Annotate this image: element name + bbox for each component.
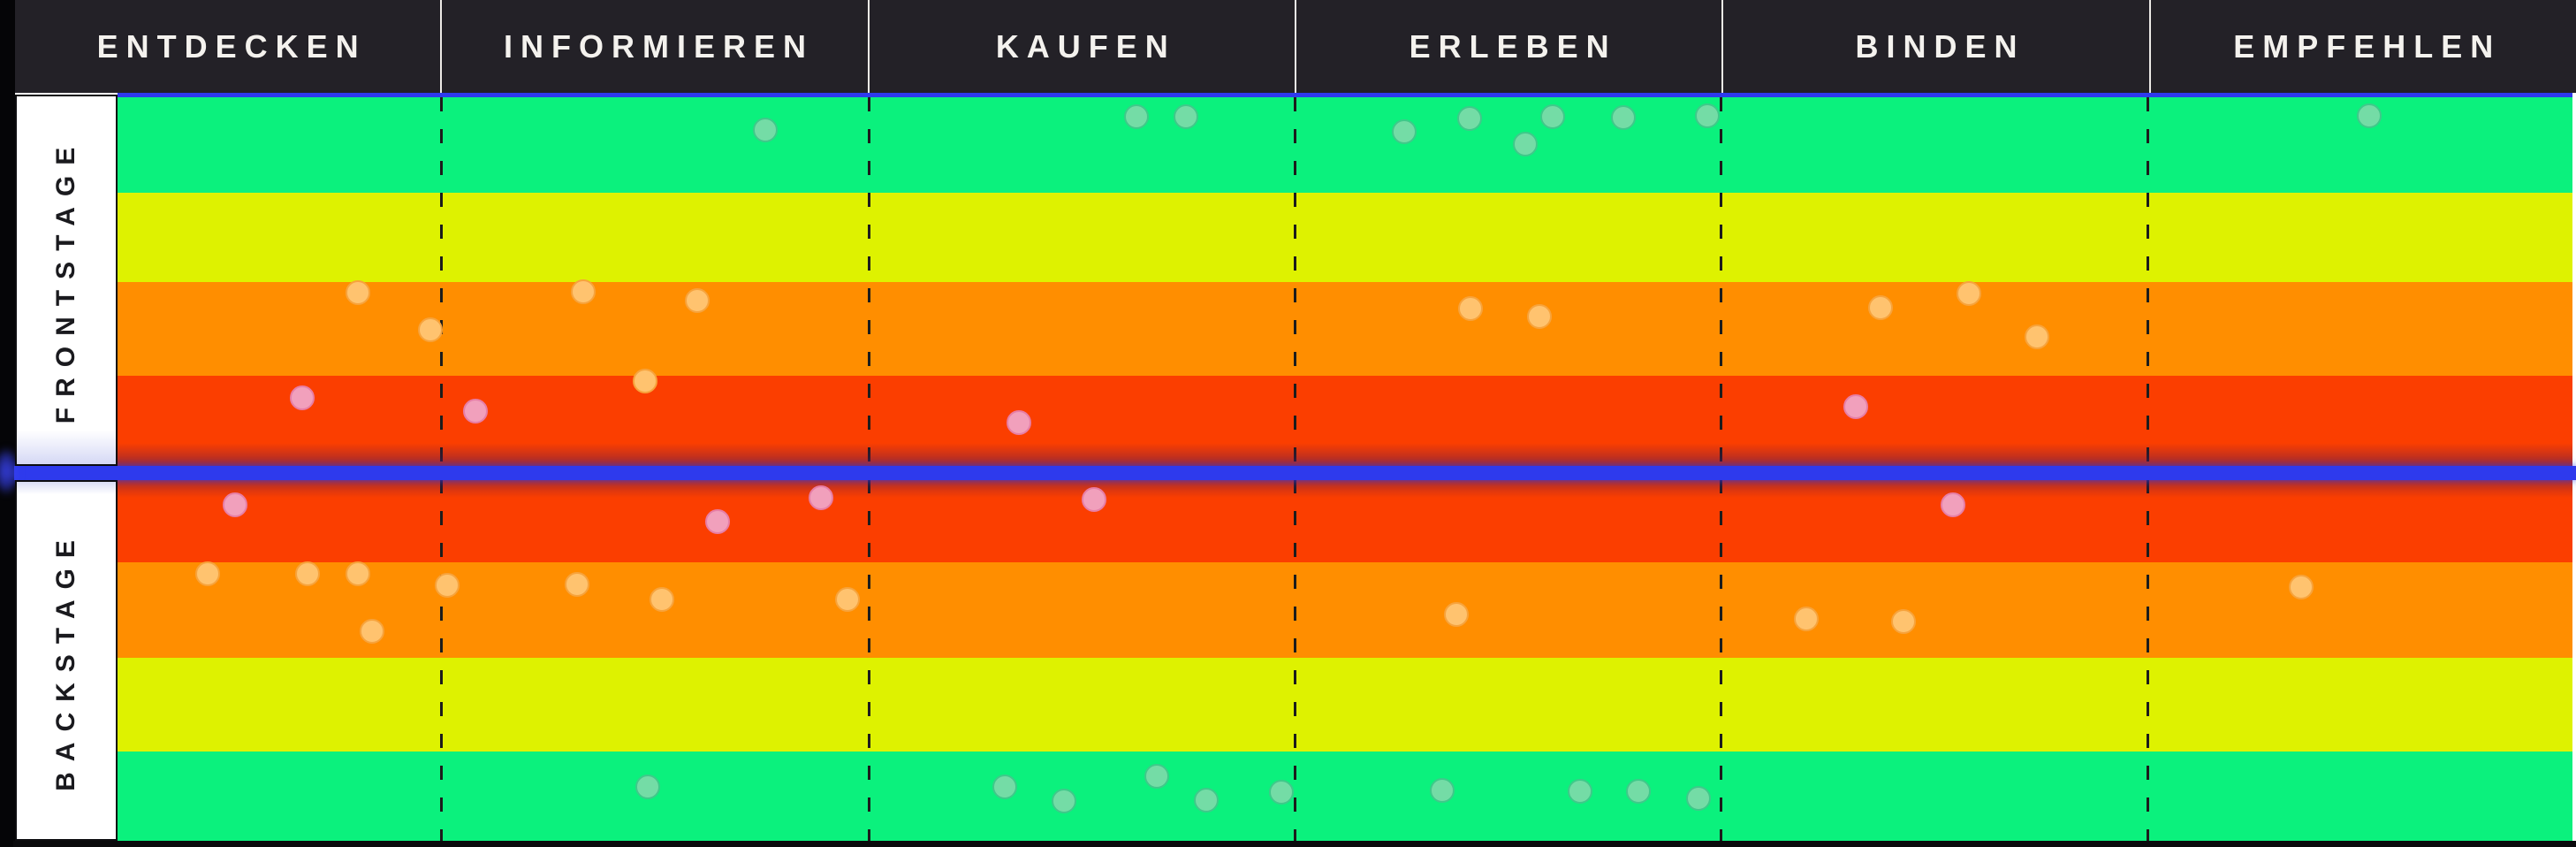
touchpoint-dot-green [1052, 789, 1076, 813]
touchpoint-dot-orange [650, 587, 674, 612]
touchpoint-dot-pink [705, 509, 730, 534]
touchpoint-dot-orange [418, 317, 443, 342]
line-of-visibility-left-marker [0, 447, 19, 495]
stage-header-label: INFORMIEREN [503, 27, 814, 65]
bottom-border [13, 841, 2576, 847]
touchpoint-dot-orange [1458, 296, 1483, 321]
stage-header-label: ERLEBEN [1409, 27, 1617, 65]
touchpoint-dot-orange [633, 369, 657, 393]
touchpoint-dot-orange [435, 573, 460, 598]
touchpoint-dot-pink [290, 385, 315, 410]
touchpoint-dot-green [635, 775, 660, 799]
stage-header-label: KAUFEN [995, 27, 1176, 65]
touchpoint-dot-orange [835, 587, 860, 612]
touchpoint-dot-pink [1007, 410, 1031, 435]
touchpoint-dot-orange [1527, 304, 1552, 329]
touchpoint-dot-orange [195, 561, 220, 586]
touchpoint-dot-orange [2025, 324, 2049, 349]
touchpoint-dot-green [992, 775, 1017, 799]
touchpoint-dot-green [2357, 103, 2382, 128]
touchpoint-dot-orange [1794, 607, 1819, 631]
heat-band-green [118, 97, 2572, 193]
touchpoint-dot-pink [1843, 394, 1868, 419]
heat-band-orange [118, 282, 2572, 376]
stage-header-binden: BINDEN [1721, 0, 2148, 93]
stage-header-row: ENTDECKEN INFORMIEREN KAUFEN ERLEBEN BINDEN E… [15, 0, 2576, 93]
touchpoint-dot-green [1144, 764, 1169, 789]
touchpoint-dot-orange [346, 561, 370, 586]
touchpoint-dot-green [1611, 105, 1636, 130]
touchpoint-dot-orange [685, 288, 710, 313]
touchpoint-dot-green [1392, 119, 1417, 144]
touchpoint-dot-green [753, 118, 778, 142]
stage-header-entdecken: ENTDECKEN [15, 0, 440, 93]
header-bottom-hairline [118, 93, 2572, 97]
frontstage-lane-box: FRONTSTAGE [15, 95, 118, 466]
touchpoint-dot-orange [2289, 575, 2314, 599]
touchpoint-dot-orange [1868, 295, 1893, 320]
touchpoint-dot-green [1626, 779, 1651, 804]
touchpoint-dot-green [1568, 779, 1592, 804]
heat-band-yellow [118, 193, 2572, 282]
line-of-visibility [14, 466, 2576, 480]
touchpoint-dot-orange [346, 280, 370, 305]
stage-header-erleben: ERLEBEN [1294, 0, 1721, 93]
stage-header-empfehlen: EMPFEHLEN [2148, 0, 2576, 93]
touchpoint-dot-pink [809, 485, 833, 510]
heat-band-green [118, 752, 2572, 841]
touchpoint-dot-orange [360, 619, 384, 644]
touchpoint-dot-orange [1957, 281, 1981, 306]
heat-band-orange [118, 562, 2572, 658]
stage-header-kaufen: KAUFEN [867, 0, 1295, 93]
left-margin-strip [0, 0, 15, 847]
heat-band-yellow [118, 658, 2572, 752]
touchpoint-dot-green [1194, 788, 1219, 813]
stage-header-label: BINDEN [1855, 27, 2025, 65]
touchpoint-dot-green [1513, 132, 1538, 156]
touchpoint-dot-green [1124, 104, 1149, 129]
touchpoint-dot-orange [571, 279, 596, 304]
touchpoint-dot-orange [1444, 602, 1469, 627]
stage-header-label: EMPFEHLEN [2233, 27, 2502, 65]
touchpoint-dot-green [1430, 778, 1455, 803]
touchpoint-dot-pink [1941, 492, 1965, 517]
touchpoint-dot-green [1540, 104, 1565, 129]
touchpoint-dot-green [1174, 104, 1198, 129]
stage-header-label: ENTDECKEN [96, 27, 367, 65]
touchpoint-dot-green [1686, 786, 1711, 811]
touchpoint-dot-green [1457, 106, 1482, 131]
touchpoint-dot-orange [565, 572, 589, 597]
touchpoint-dot-green [1269, 780, 1294, 805]
stage-header-informieren: INFORMIEREN [440, 0, 867, 93]
right-blue-border [2572, 93, 2576, 846]
touchpoint-dot-orange [295, 561, 320, 586]
touchpoint-dot-pink [463, 399, 488, 424]
touchpoint-dot-pink [1082, 487, 1106, 512]
touchpoint-dot-pink [223, 492, 247, 517]
touchpoint-dot-green [1695, 103, 1720, 128]
touchpoint-dot-orange [1891, 609, 1916, 634]
backstage-lane-box: BACKSTAGE [15, 480, 118, 841]
